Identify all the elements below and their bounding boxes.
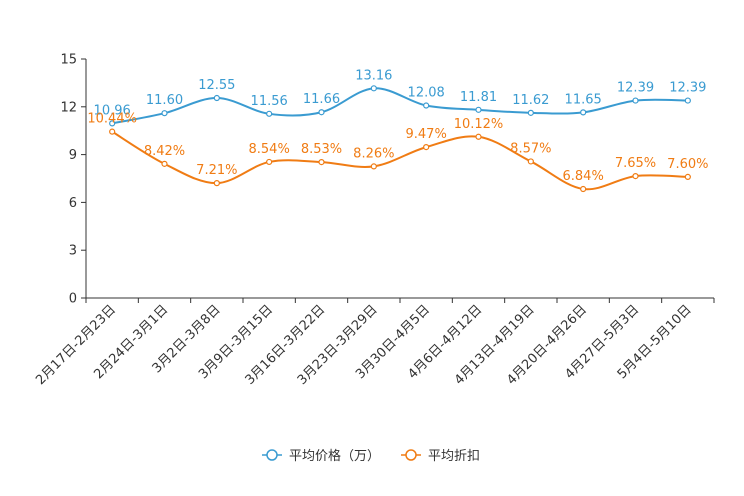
data-label: 11.62 bbox=[512, 93, 549, 108]
data-point bbox=[109, 128, 116, 135]
data-point bbox=[213, 94, 220, 102]
data-label: 10.44% bbox=[87, 112, 137, 127]
axes: 036912152月17日-2月23日2月24日-3月1日3月2日-3月8日3月… bbox=[33, 53, 715, 388]
data-point bbox=[423, 144, 430, 151]
data-label: 10.96 bbox=[94, 103, 131, 118]
data-point bbox=[318, 158, 325, 166]
data-point bbox=[580, 185, 587, 193]
data-label: 11.66 bbox=[303, 92, 340, 107]
data-label: 7.21% bbox=[196, 163, 237, 178]
data-point bbox=[527, 109, 534, 116]
data-label: 6.84% bbox=[563, 169, 604, 184]
data-label: 9.47% bbox=[406, 127, 447, 142]
legend-label-1: 平均折扣 bbox=[428, 449, 480, 464]
y-tick-label: 0 bbox=[69, 292, 77, 307]
legend-swatch-marker-1 bbox=[405, 449, 417, 461]
data-label: 7.65% bbox=[615, 156, 656, 171]
data-point bbox=[423, 102, 430, 109]
data-point bbox=[370, 85, 377, 92]
data-label: 8.26% bbox=[353, 146, 394, 161]
data-label: 8.42% bbox=[144, 144, 185, 159]
data-point bbox=[527, 158, 534, 165]
data-label: 10.12% bbox=[454, 117, 504, 132]
series-line-0 bbox=[111, 87, 688, 125]
data-point bbox=[632, 97, 639, 104]
data-label: 7.60% bbox=[667, 157, 708, 172]
data-point bbox=[213, 180, 220, 187]
data-point bbox=[370, 163, 377, 170]
data-label: 8.57% bbox=[510, 141, 551, 156]
data-point bbox=[266, 110, 273, 117]
legend-label-0: 平均价格（万） bbox=[289, 448, 380, 464]
data-label: 12.55 bbox=[198, 78, 235, 93]
data-point bbox=[161, 160, 168, 167]
data-point bbox=[318, 109, 325, 116]
data-point bbox=[161, 110, 168, 117]
y-tick-label: 12 bbox=[60, 100, 77, 115]
data-label: 11.56 bbox=[251, 94, 288, 109]
data-label: 13.16 bbox=[355, 68, 392, 83]
series-points bbox=[109, 85, 691, 193]
y-tick-label: 3 bbox=[69, 244, 77, 259]
data-label: 8.54% bbox=[249, 142, 290, 157]
data-label: 8.53% bbox=[301, 142, 342, 157]
data-point bbox=[684, 97, 691, 104]
legend-swatch-marker-0 bbox=[266, 449, 278, 461]
y-tick-label: 6 bbox=[69, 196, 77, 211]
data-label: 11.60 bbox=[146, 93, 183, 108]
data-point bbox=[475, 133, 482, 140]
data-label: 12.39 bbox=[617, 81, 654, 96]
series-line-1 bbox=[111, 130, 688, 191]
data-point bbox=[109, 120, 116, 127]
data-point bbox=[475, 106, 482, 113]
data-label: 11.65 bbox=[565, 92, 602, 107]
data-point bbox=[684, 173, 691, 181]
legend: 平均价格（万） 平均折扣 bbox=[262, 448, 480, 464]
data-labels: 10.96 11.60 12.55 11.56 11.66 13.16 12.08 11.81… bbox=[87, 68, 708, 184]
series-lines bbox=[111, 87, 688, 191]
data-point bbox=[266, 158, 273, 166]
data-label: 12.08 bbox=[408, 86, 445, 101]
data-label: 11.81 bbox=[460, 90, 497, 105]
y-tick-label: 9 bbox=[69, 148, 77, 163]
y-tick-label: 15 bbox=[60, 53, 77, 68]
data-point bbox=[580, 109, 587, 116]
data-label: 12.39 bbox=[669, 81, 706, 96]
data-point bbox=[632, 173, 639, 180]
